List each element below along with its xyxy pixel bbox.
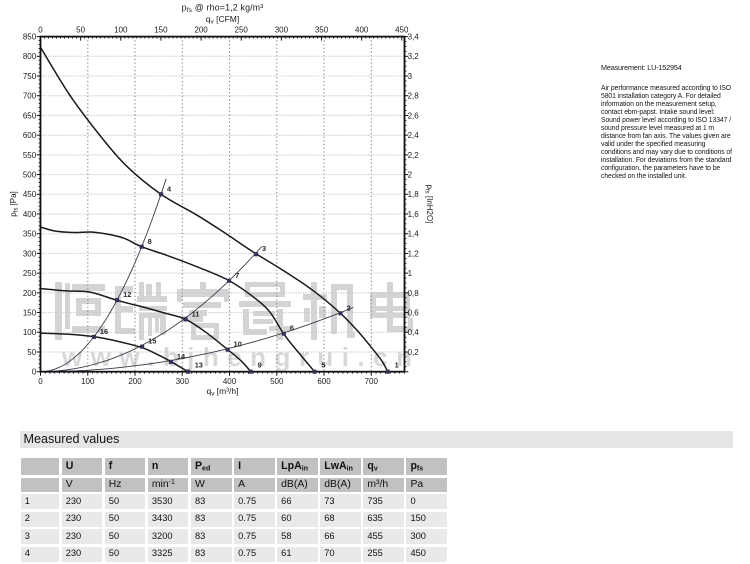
svg-text:pfs @ rho=1,2 kg/m³: pfs @ rho=1,2 kg/m³ <box>182 2 264 14</box>
svg-text:0,8: 0,8 <box>408 289 420 298</box>
svg-text:2,8: 2,8 <box>408 92 420 101</box>
svg-text:400: 400 <box>355 25 369 34</box>
svg-text:pfs [Pa]: pfs [Pa] <box>9 191 19 217</box>
svg-text:400: 400 <box>23 210 37 219</box>
svg-text:850: 850 <box>23 33 37 42</box>
svg-text:200: 200 <box>23 289 37 298</box>
svg-text:600: 600 <box>317 377 331 386</box>
svg-text:550: 550 <box>23 151 37 160</box>
svg-text:4: 4 <box>167 184 172 193</box>
svg-text:3,2: 3,2 <box>408 52 420 61</box>
svg-text:200: 200 <box>194 25 208 34</box>
svg-text:13: 13 <box>195 361 203 370</box>
svg-text:150: 150 <box>23 309 37 318</box>
svg-text:450: 450 <box>395 25 409 34</box>
svg-text:3: 3 <box>262 244 266 253</box>
svg-text:2: 2 <box>347 303 351 312</box>
svg-text:1,4: 1,4 <box>408 230 420 239</box>
svg-text:0,4: 0,4 <box>408 328 420 337</box>
svg-text:350: 350 <box>23 230 37 239</box>
svg-text:350: 350 <box>315 25 329 34</box>
svg-text:100: 100 <box>114 25 128 34</box>
svg-text:3: 3 <box>408 72 413 81</box>
svg-text:6: 6 <box>290 324 294 333</box>
svg-text:250: 250 <box>235 25 249 34</box>
svg-text:15: 15 <box>148 337 156 346</box>
svg-text:450: 450 <box>23 190 37 199</box>
svg-text:8: 8 <box>148 237 152 246</box>
svg-text:200: 200 <box>128 377 142 386</box>
svg-text:300: 300 <box>275 25 289 34</box>
svg-text:0,6: 0,6 <box>408 309 420 318</box>
svg-text:400: 400 <box>223 377 237 386</box>
svg-text:500: 500 <box>270 377 284 386</box>
svg-text:11: 11 <box>192 309 200 318</box>
svg-text:300: 300 <box>23 249 37 258</box>
svg-text:100: 100 <box>23 328 37 337</box>
svg-text:12: 12 <box>123 290 131 299</box>
svg-text:0,2: 0,2 <box>408 348 420 357</box>
svg-text:50: 50 <box>27 348 36 357</box>
svg-text:1: 1 <box>395 361 399 370</box>
svg-text:700: 700 <box>23 92 37 101</box>
svg-text:9: 9 <box>258 361 262 370</box>
svg-text:150: 150 <box>154 25 168 34</box>
svg-text:1,2: 1,2 <box>408 249 420 258</box>
svg-text:qv [m³/h]: qv [m³/h] <box>206 386 238 397</box>
svg-text:qv [CFM]: qv [CFM] <box>206 14 239 25</box>
svg-text:500: 500 <box>23 171 37 180</box>
svg-text:0: 0 <box>38 25 43 34</box>
svg-text:650: 650 <box>23 111 37 120</box>
svg-text:3,4: 3,4 <box>408 33 420 42</box>
svg-text:5: 5 <box>321 361 325 370</box>
svg-text:750: 750 <box>23 72 37 81</box>
svg-text:1: 1 <box>408 269 413 278</box>
svg-text:2,2: 2,2 <box>408 151 420 160</box>
svg-text:1,8: 1,8 <box>408 190 420 199</box>
svg-text:50: 50 <box>76 25 85 34</box>
svg-text:0: 0 <box>38 377 43 386</box>
svg-text:0: 0 <box>32 368 37 377</box>
svg-text:14: 14 <box>177 352 186 361</box>
svg-text:pfs [InH2O]: pfs [InH2O] <box>424 185 434 224</box>
svg-text:100: 100 <box>81 377 95 386</box>
svg-text:1,6: 1,6 <box>408 210 420 219</box>
svg-text:600: 600 <box>23 131 37 140</box>
svg-text:250: 250 <box>23 269 37 278</box>
svg-text:700: 700 <box>365 377 379 386</box>
svg-text:10: 10 <box>234 340 242 349</box>
svg-text:2: 2 <box>408 171 413 180</box>
svg-text:7: 7 <box>235 271 239 280</box>
svg-text:16: 16 <box>100 327 108 336</box>
svg-text:2,6: 2,6 <box>408 111 420 120</box>
svg-text:2,4: 2,4 <box>408 131 420 140</box>
svg-text:300: 300 <box>176 377 190 386</box>
svg-text:800: 800 <box>23 52 37 61</box>
